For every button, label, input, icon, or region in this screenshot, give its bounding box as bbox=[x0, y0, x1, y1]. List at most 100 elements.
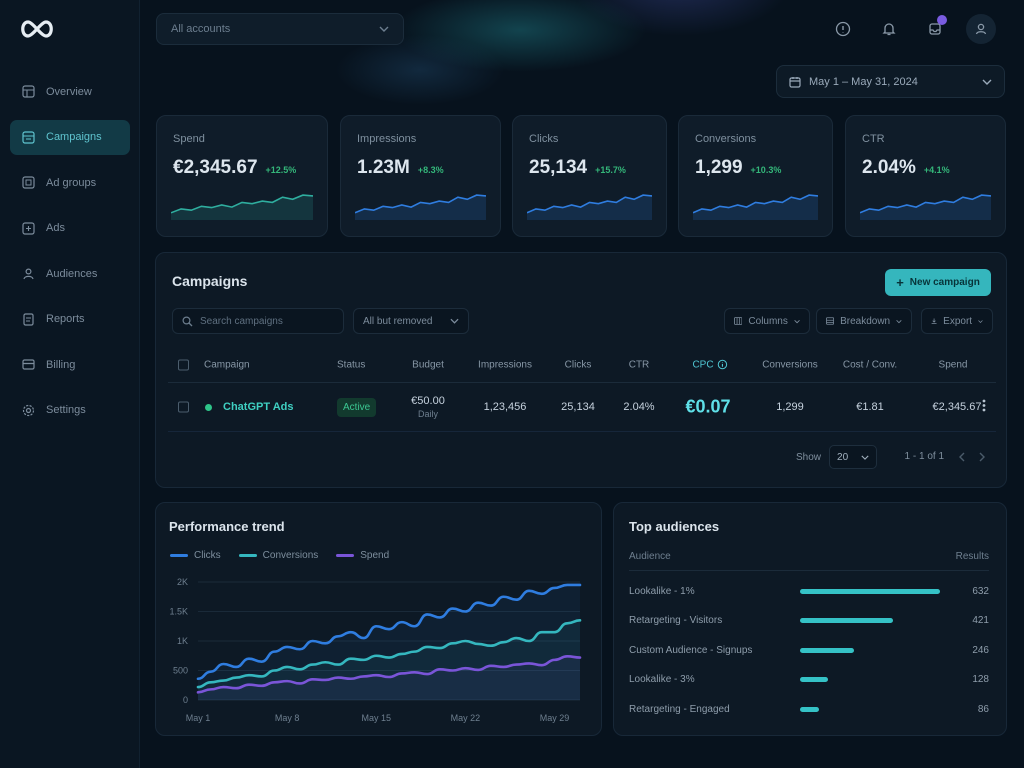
kpi-card-clicks[interactable]: Clicks 25,134 +15.7% bbox=[512, 115, 667, 237]
col-impressions[interactable]: Impressions bbox=[478, 359, 532, 370]
col-budget[interactable]: Budget bbox=[412, 359, 444, 370]
campaign-name-link[interactable]: ChatGPT Ads bbox=[223, 401, 294, 413]
sidebar-item-campaigns[interactable]: Campaigns bbox=[10, 119, 130, 155]
account-select[interactable]: All accounts bbox=[156, 13, 404, 45]
cpc-cell: €0.07 bbox=[685, 396, 731, 417]
chevron-left-icon[interactable] bbox=[958, 452, 965, 462]
calendar-icon bbox=[789, 76, 801, 88]
audience-bar-track bbox=[800, 677, 940, 682]
sidebar-item-ad-groups[interactable]: Ad groups bbox=[10, 165, 130, 200]
list-item[interactable]: Lookalike - 1% 632 bbox=[629, 581, 989, 601]
bell-icon bbox=[882, 23, 896, 36]
inbox-icon bbox=[929, 23, 941, 35]
sidebar-item-label: Settings bbox=[46, 404, 86, 416]
audience-results: 86 bbox=[977, 703, 989, 715]
list-item[interactable]: Retargeting - Engaged 86 bbox=[629, 699, 989, 719]
audiences-title: Top audiences bbox=[629, 519, 720, 534]
table-row[interactable]: ChatGPT Ads Active €50.00 Daily 1,23,456… bbox=[168, 383, 996, 432]
col-cpc-label: CPC bbox=[692, 359, 714, 370]
kpi-card-spend[interactable]: Spend €2,345.67 +12.5% bbox=[156, 115, 328, 237]
list-item[interactable]: Retargeting - Visitors 421 bbox=[629, 611, 989, 631]
date-range-picker[interactable]: May 1 – May 31, 2024 bbox=[776, 65, 1005, 98]
audience-name: Lookalike - 1% bbox=[629, 585, 695, 597]
inbox-button[interactable] bbox=[920, 14, 950, 44]
col-cpc[interactable]: CPC bbox=[692, 359, 728, 370]
kpi-label: Clicks bbox=[529, 133, 559, 145]
columns-button[interactable]: Columns bbox=[724, 308, 810, 334]
col-audience: Audience bbox=[629, 551, 671, 562]
col-campaign[interactable]: Campaign bbox=[204, 359, 250, 370]
sidebar-nav: Overview Campaigns Ad groups Ads Audiences Re… bbox=[10, 74, 130, 438]
search-icon bbox=[182, 315, 193, 326]
campaigns-title: Campaigns bbox=[172, 273, 248, 289]
sidebar-item-audiences[interactable]: Audiences bbox=[10, 256, 130, 291]
plus-icon: + bbox=[896, 275, 904, 290]
kpi-sparkline bbox=[860, 194, 991, 220]
sidebar-item-reports[interactable]: Reports bbox=[10, 302, 130, 337]
conversions-cell: 1,299 bbox=[776, 401, 804, 413]
audience-name: Retargeting - Visitors bbox=[629, 615, 723, 626]
audience-bar-track bbox=[800, 647, 940, 653]
audience-results: 128 bbox=[972, 674, 989, 685]
sidebar-item-settings[interactable]: Settings bbox=[10, 393, 130, 428]
chevron-down-icon bbox=[794, 319, 800, 323]
card-icon bbox=[22, 359, 35, 370]
new-campaign-button[interactable]: + New campaign bbox=[885, 269, 991, 296]
list-item[interactable]: Lookalike - 3% 128 bbox=[629, 670, 989, 690]
kpi-card-ctr[interactable]: CTR 2.04% +4.1% bbox=[845, 115, 1006, 237]
legend-item-spend[interactable]: Spend bbox=[336, 550, 389, 561]
columns-icon bbox=[734, 317, 743, 325]
kpi-delta: +10.3% bbox=[750, 165, 782, 175]
select-all-checkbox[interactable] bbox=[178, 359, 189, 370]
row-more-button[interactable] bbox=[982, 399, 986, 415]
gear-icon bbox=[22, 404, 35, 416]
col-conversions[interactable]: Conversions bbox=[762, 359, 818, 370]
kpi-card-conversions[interactable]: Conversions 1,299 +10.3% bbox=[678, 115, 833, 237]
chevron-right-icon[interactable] bbox=[979, 452, 986, 462]
checkbox-box bbox=[178, 359, 189, 370]
list-item[interactable]: Custom Audience - Signups 246 bbox=[629, 640, 989, 660]
kpi-label: Conversions bbox=[695, 133, 757, 145]
help-button[interactable] bbox=[828, 14, 858, 44]
kpi-value: 1,299 bbox=[695, 157, 743, 178]
page-size-control: Show 20 bbox=[796, 445, 878, 469]
show-label: Show bbox=[796, 451, 822, 463]
audience-bar bbox=[800, 618, 894, 623]
col-ctr[interactable]: CTR bbox=[628, 359, 650, 370]
breakdown-button[interactable]: Breakdown bbox=[816, 308, 912, 334]
legend-item-conversions[interactable]: Conversions bbox=[238, 550, 318, 561]
download-icon bbox=[931, 318, 937, 324]
trend-title: Performance trend bbox=[169, 519, 285, 534]
kpi-delta: +12.5% bbox=[265, 165, 297, 175]
infinity-logo-icon[interactable] bbox=[18, 18, 56, 40]
col-clicks[interactable]: Clicks bbox=[564, 359, 592, 370]
col-cost-per-conversion[interactable]: Cost / Conv. bbox=[842, 359, 898, 370]
notifications-button[interactable] bbox=[874, 14, 904, 44]
kpi-card-impressions[interactable]: Impressions 1.23M +8.3% bbox=[340, 115, 501, 237]
info-icon[interactable] bbox=[717, 359, 728, 370]
sidebar-item-overview[interactable]: Overview bbox=[10, 74, 130, 109]
col-status[interactable]: Status bbox=[337, 359, 366, 370]
audience-name: Custom Audience - Signups bbox=[629, 644, 753, 656]
report-icon bbox=[23, 312, 34, 326]
campaigns-panel: Campaigns + New campaign Search campaign… bbox=[155, 252, 1007, 488]
sparkline-line bbox=[171, 194, 313, 214]
users-icon bbox=[23, 268, 34, 280]
sidebar-item-billing[interactable]: Billing bbox=[10, 347, 130, 382]
series-area-conversions bbox=[198, 620, 580, 700]
table-header: Campaign Status Budget Impressions Click… bbox=[168, 347, 996, 383]
kpi-label: Spend bbox=[173, 133, 205, 145]
export-button[interactable]: Export bbox=[921, 308, 993, 334]
user-avatar-button[interactable] bbox=[966, 14, 996, 44]
col-spend[interactable]: Spend bbox=[938, 359, 968, 370]
search-campaigns-input[interactable]: Search campaigns bbox=[172, 308, 344, 334]
audience-bar bbox=[800, 677, 829, 682]
sidebar-item-ads[interactable]: Ads bbox=[10, 211, 130, 246]
row-checkbox[interactable] bbox=[178, 401, 189, 413]
page-size-select[interactable]: 20 bbox=[829, 445, 878, 469]
kpi-value: €2,345.67 bbox=[173, 157, 258, 178]
status-filter-select[interactable]: All but removed bbox=[353, 308, 469, 334]
legend-item-clicks[interactable]: Clicks bbox=[170, 550, 221, 561]
kpi-value: 25,134 bbox=[529, 157, 588, 178]
col-results: Results bbox=[955, 551, 989, 562]
